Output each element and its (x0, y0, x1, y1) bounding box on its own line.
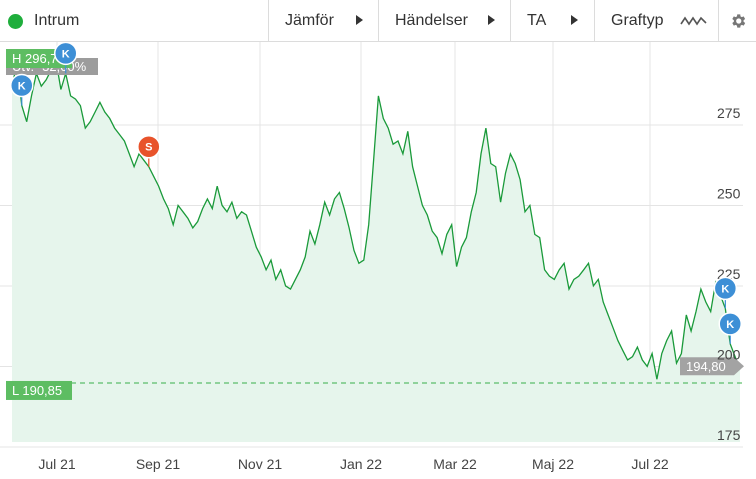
y-tick-label: 200 (717, 347, 741, 363)
x-tick-label: Maj 22 (532, 456, 574, 472)
price-chart[interactable]: Utv. -32,60%H 296,70L 190,85194,80175200… (0, 42, 756, 479)
low-label-box (6, 380, 72, 400)
ta-label: TA (527, 12, 547, 29)
event-marker-label: K (726, 319, 734, 331)
low-label: L 190,85 (12, 383, 62, 398)
zigzag-line-icon (680, 16, 707, 26)
compare-label: Jämför (285, 12, 334, 29)
event-marker[interactable] (10, 73, 34, 98)
chart-toolbar: Intrum Jämför Händelser TA Graftyp (0, 0, 756, 42)
gear-icon (732, 14, 746, 28)
last-price-tag (680, 357, 744, 376)
x-tick-label: Nov 21 (238, 456, 283, 472)
events-label: Händelser (395, 12, 468, 29)
price-line (11, 58, 741, 380)
status-dot-icon (8, 13, 23, 29)
x-tick-label: Jul 21 (38, 456, 76, 472)
y-tick-label: 250 (717, 186, 741, 202)
chart-type-button[interactable]: Graftyp (594, 0, 718, 42)
compare-button[interactable]: Jämför (268, 0, 379, 42)
instrument-title: Intrum (0, 0, 79, 42)
play-arrow-icon (488, 15, 495, 25)
instrument-name: Intrum (34, 12, 80, 29)
event-marker-label: K (721, 283, 729, 295)
event-marker[interactable] (137, 134, 161, 159)
chart-type-label: Graftyp (611, 12, 664, 29)
play-arrow-icon (356, 15, 363, 25)
event-marker-label: K (62, 48, 70, 60)
ta-button[interactable]: TA (510, 0, 594, 42)
event-marker[interactable] (53, 42, 78, 66)
x-tick-label: Jul 22 (631, 456, 669, 472)
last-price-label: 194,80 (686, 359, 726, 374)
x-tick-label: Jan 22 (340, 456, 382, 472)
event-marker-label: S (145, 142, 152, 154)
event-marker-label: K (18, 81, 26, 93)
high-label: H 296,70 (12, 51, 65, 66)
price-area (12, 60, 740, 442)
x-tick-label: Mar 22 (433, 456, 477, 472)
event-marker[interactable] (718, 312, 742, 336)
play-arrow-icon (571, 15, 578, 25)
x-tick-label: Sep 21 (136, 456, 181, 472)
event-marker[interactable] (713, 276, 738, 301)
settings-button[interactable] (718, 0, 756, 42)
events-button[interactable]: Händelser (378, 0, 511, 42)
y-tick-label: 175 (717, 427, 741, 443)
y-tick-label: 275 (717, 105, 741, 121)
